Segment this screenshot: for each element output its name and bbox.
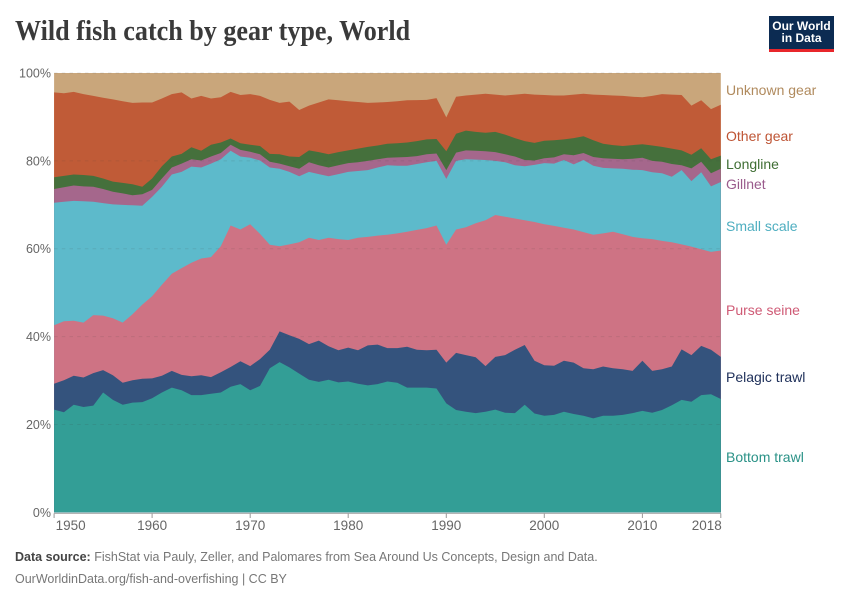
svg-text:2018: 2018: [692, 518, 722, 533]
svg-text:40%: 40%: [26, 330, 51, 344]
svg-text:1970: 1970: [235, 518, 265, 533]
svg-text:1980: 1980: [333, 518, 363, 533]
svg-text:1950: 1950: [56, 518, 86, 533]
svg-text:0%: 0%: [33, 506, 51, 520]
svg-text:1960: 1960: [137, 518, 167, 533]
svg-text:Small scale: Small scale: [726, 218, 798, 234]
svg-text:2000: 2000: [529, 518, 559, 533]
svg-text:100%: 100%: [19, 66, 51, 80]
svg-text:1990: 1990: [431, 518, 461, 533]
svg-text:Purse seine: Purse seine: [726, 302, 800, 318]
svg-text:60%: 60%: [26, 242, 51, 256]
svg-text:Unknown gear: Unknown gear: [726, 82, 817, 98]
svg-text:Bottom trawl: Bottom trawl: [726, 449, 804, 465]
svg-text:20%: 20%: [26, 418, 51, 432]
svg-text:Other gear: Other gear: [726, 128, 793, 144]
svg-text:80%: 80%: [26, 154, 51, 168]
svg-text:2010: 2010: [627, 518, 657, 533]
svg-text:Longline: Longline: [726, 156, 779, 172]
svg-text:Gillnet: Gillnet: [726, 176, 766, 192]
svg-text:Pelagic trawl: Pelagic trawl: [726, 369, 805, 385]
